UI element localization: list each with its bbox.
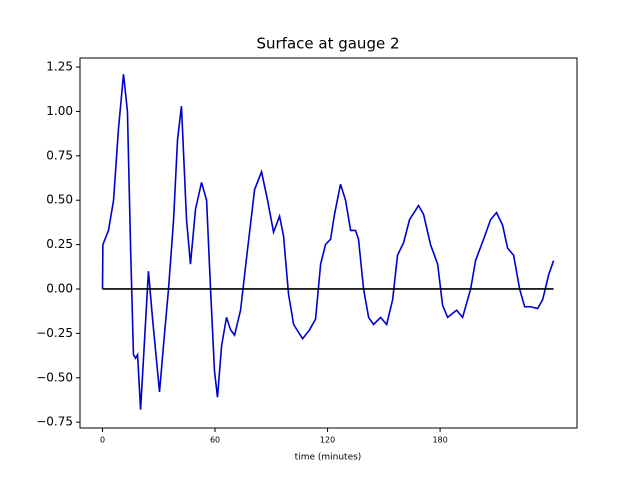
x-tick-label: 60 [210,436,220,445]
x-tick-label: 180 [432,436,447,445]
y-tick-label: −0.25 [36,326,73,340]
plot-frame [79,57,578,429]
y-tick-label: 0.50 [46,193,73,207]
y-tick-label: 0.75 [46,148,73,162]
data-line [101,74,555,410]
y-tick-label: −0.50 [36,370,73,384]
y-tick-label: 0.25 [46,237,73,251]
y-tick-label: 1.25 [46,60,73,74]
y-tick-label: −0.75 [36,415,73,429]
chart-title: Surface at gauge 2 [256,35,399,53]
y-tick-label: 0.00 [46,281,73,295]
x-axis-label: time (minutes) [295,453,362,463]
x-tick-label: 0 [100,436,105,445]
x-tick-label: 120 [320,436,335,445]
y-tick-label: 1.00 [46,104,73,118]
